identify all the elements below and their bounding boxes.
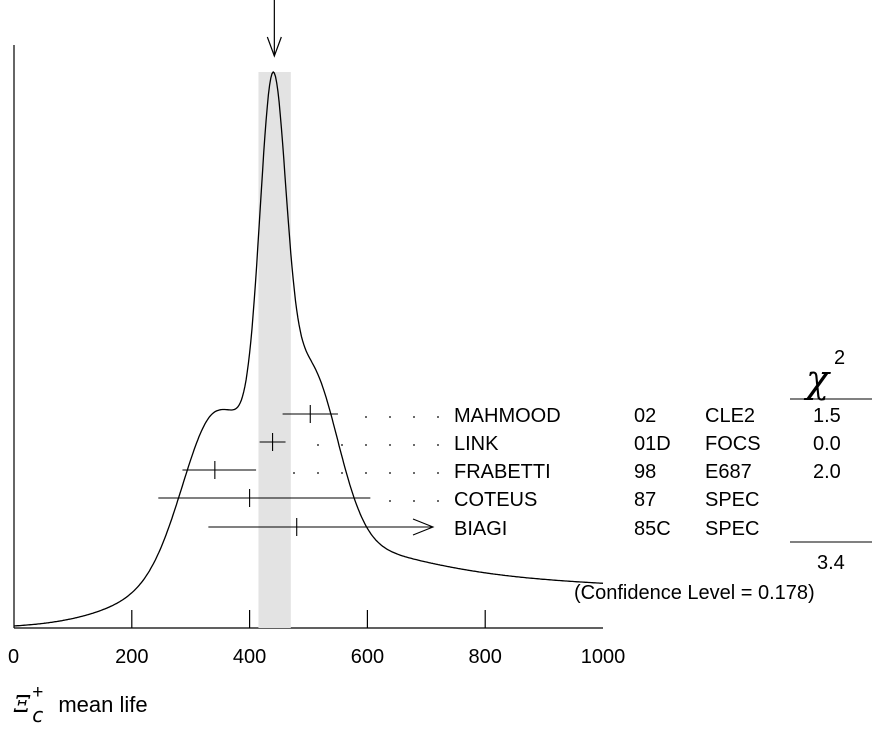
measurement-experiment: CLE2 (705, 405, 755, 427)
measurement-chi2: 1.5 (813, 405, 841, 427)
measurement-year: 01D (634, 433, 671, 455)
leader-dot (365, 444, 367, 446)
ideogram-curve (13, 71, 604, 627)
measurement-experiment: SPEC (705, 518, 759, 540)
leader-dot (365, 472, 367, 474)
measurement-chi2: 0.0 (813, 433, 841, 455)
chi2-power: 2 (834, 347, 845, 369)
leader-dot (389, 472, 391, 474)
xlabel-text: mean life (58, 692, 148, 717)
x-axis-label: Ξ + c mean life (14, 682, 148, 727)
leader-dot (413, 416, 415, 418)
leader-dot (389, 416, 391, 418)
measurement-year: 87 (634, 489, 656, 511)
leader-dot (389, 444, 391, 446)
average-band (258, 72, 291, 628)
x-tick-label: 200 (115, 646, 148, 668)
measurement-row: COTEUS 87 SPEC (158, 489, 759, 511)
xlabel-sup: + (32, 682, 44, 703)
leader-dot (365, 416, 367, 418)
measurement-row: FRABETTI 98 E687 2.0 (182, 461, 841, 483)
measurement-row: LINK 01D FOCS 0.0 (259, 433, 841, 455)
x-tick-label: 600 (351, 646, 384, 668)
leader-dot (437, 472, 439, 474)
x-tick-label: 1000 (581, 646, 626, 668)
x-tick-label: 400 (233, 646, 266, 668)
leader-dot (413, 444, 415, 446)
leader-dot (341, 444, 343, 446)
leader-dot (437, 444, 439, 446)
measurement-year: 85C (634, 518, 671, 540)
leader-dot (317, 472, 319, 474)
leader-dot (389, 500, 391, 502)
chi2-total: 3.4 (817, 552, 845, 574)
measurement-experiment: FOCS (705, 433, 761, 455)
measurement-name: COTEUS (454, 489, 537, 511)
arrow-head (412, 518, 435, 536)
leader-dot (437, 500, 439, 502)
measurement-experiment: SPEC (705, 489, 759, 511)
measurement-year: 98 (634, 461, 656, 483)
measurement-name: LINK (454, 433, 499, 455)
confidence-level: (Confidence Level = 0.178) (574, 582, 815, 604)
leader-dot (341, 472, 343, 474)
measurement-name: FRABETTI (454, 461, 551, 483)
measurement-year: 02 (634, 405, 656, 427)
leader-dot (437, 416, 439, 418)
xi-symbol: Ξ (14, 692, 31, 718)
measurement-row: MAHMOOD 02 CLE2 1.5 (282, 405, 841, 427)
measurement-row: BIAGI 85C SPEC (208, 518, 759, 540)
average-arrow (266, 0, 282, 58)
measurement-chi2: 2.0 (813, 461, 841, 483)
measurement-name: BIAGI (454, 518, 507, 540)
leader-dot (413, 500, 415, 502)
leader-dot (293, 472, 295, 474)
measurement-name: MAHMOOD (454, 405, 561, 427)
measurement-experiment: E687 (705, 461, 752, 483)
x-tick-label: 800 (469, 646, 502, 668)
xlabel-sub: c (32, 703, 44, 727)
chi2-header: χ (803, 357, 831, 401)
x-tick-label: 0 (8, 646, 19, 668)
leader-dot (413, 472, 415, 474)
leader-dot (317, 444, 319, 446)
